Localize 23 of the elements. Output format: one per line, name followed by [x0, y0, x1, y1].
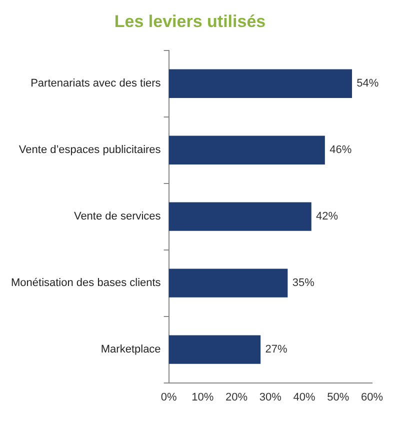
x-tick-label: 40%: [293, 391, 316, 404]
data-label: 42%: [316, 210, 338, 223]
bar: [168, 69, 352, 98]
y-tick-label: Partenariats avec des tiers: [30, 78, 162, 90]
data-label: 54%: [356, 78, 379, 90]
bar: [168, 136, 325, 164]
x-tick-label: 20%: [226, 391, 248, 404]
x-tick-label: 0%: [160, 391, 177, 404]
bar: [168, 335, 261, 364]
y-tick-label: Vente de services: [74, 210, 162, 223]
y-tick-label: Monétisation des bases clients: [10, 277, 162, 290]
bar: [168, 268, 288, 298]
y-tick-label: Marketplace: [100, 344, 161, 356]
x-tick-label: 30%: [259, 391, 282, 404]
y-tick-label: Vente d’espaces publicitaires: [18, 144, 162, 156]
data-label: 46%: [330, 144, 352, 156]
x-tick-label: 50%: [327, 391, 350, 404]
data-label: 27%: [265, 344, 288, 356]
x-tick-label: 10%: [192, 391, 214, 404]
bar: [168, 202, 312, 231]
chart-title: Les leviers utilisés: [114, 12, 266, 31]
x-tick-label: 60%: [360, 391, 384, 404]
data-label: 35%: [292, 277, 315, 290]
